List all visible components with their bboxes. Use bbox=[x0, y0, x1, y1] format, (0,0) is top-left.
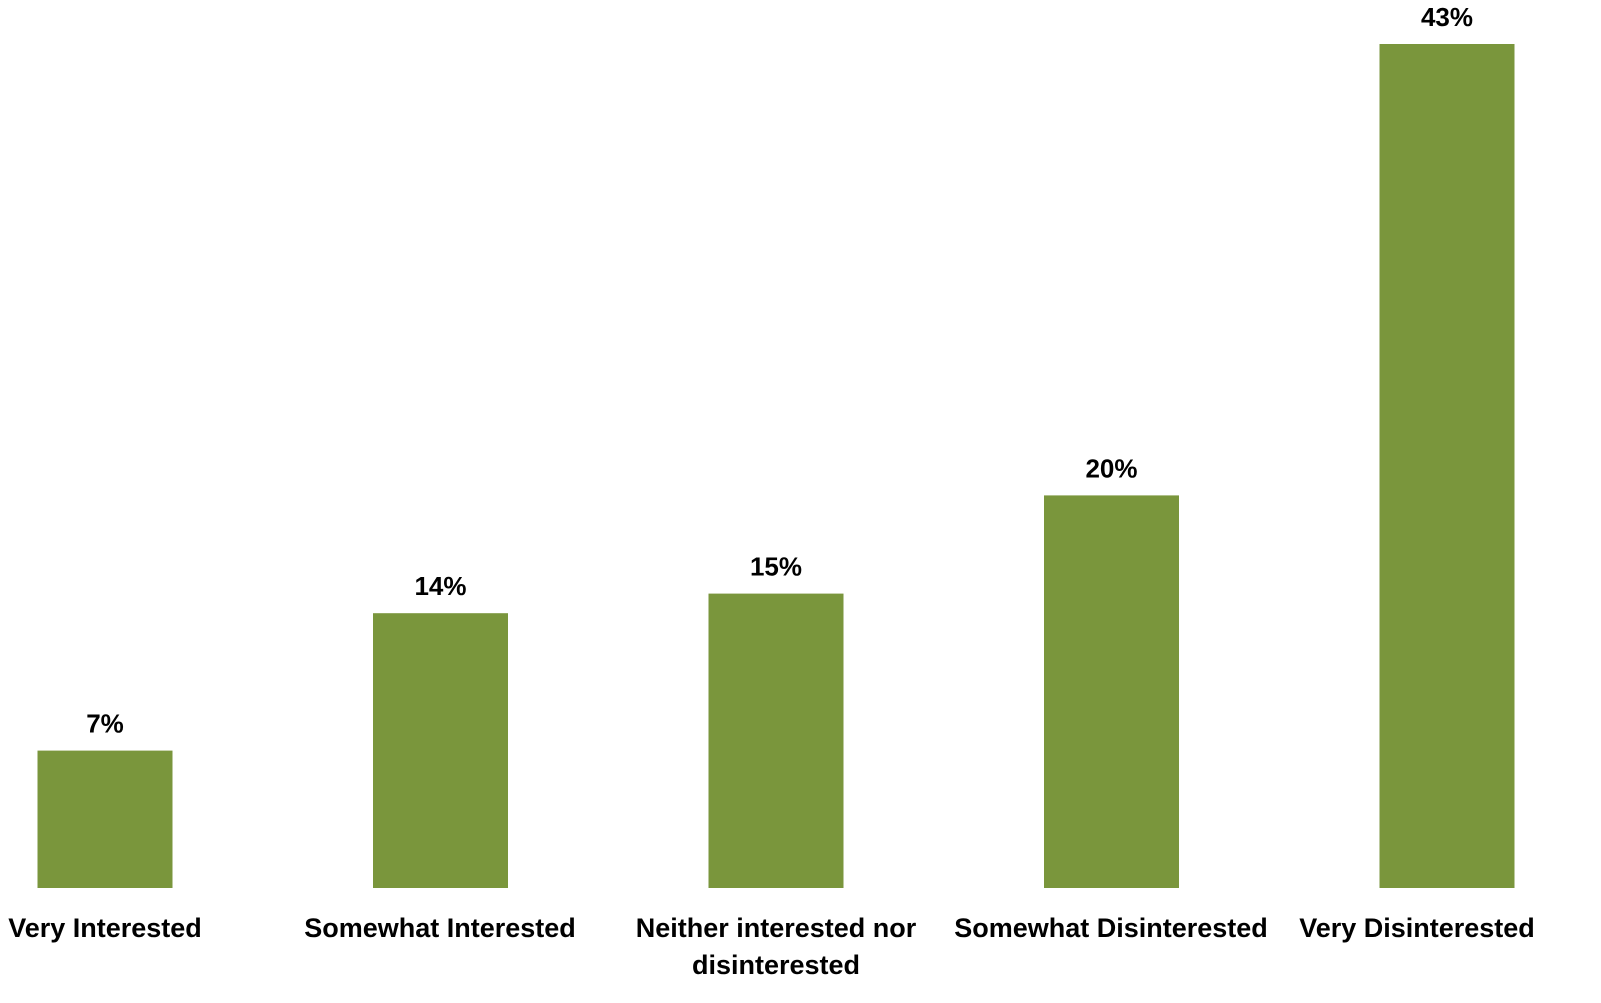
bar-3 bbox=[1044, 495, 1179, 888]
category-label-very-disinterested: Very Disinterested bbox=[1299, 913, 1535, 943]
data-label-4: 43% bbox=[1421, 2, 1473, 32]
data-label-2: 15% bbox=[750, 552, 802, 582]
category-label-very-interested: Very Interested bbox=[8, 913, 202, 943]
data-label-3: 20% bbox=[1085, 453, 1137, 483]
bar-2 bbox=[708, 593, 844, 888]
category-label-somewhat-interested: Somewhat Interested bbox=[304, 913, 576, 943]
category-label-somewhat-disinterested: Somewhat Disinterested bbox=[954, 913, 1268, 943]
category-label-neither: Neither interested nor disinterested bbox=[635, 913, 917, 980]
data-label-1: 14% bbox=[414, 571, 466, 601]
bar-1 bbox=[373, 613, 508, 888]
bar-0 bbox=[37, 750, 173, 888]
data-label-0: 7% bbox=[86, 709, 124, 739]
bar-4 bbox=[1379, 44, 1515, 888]
